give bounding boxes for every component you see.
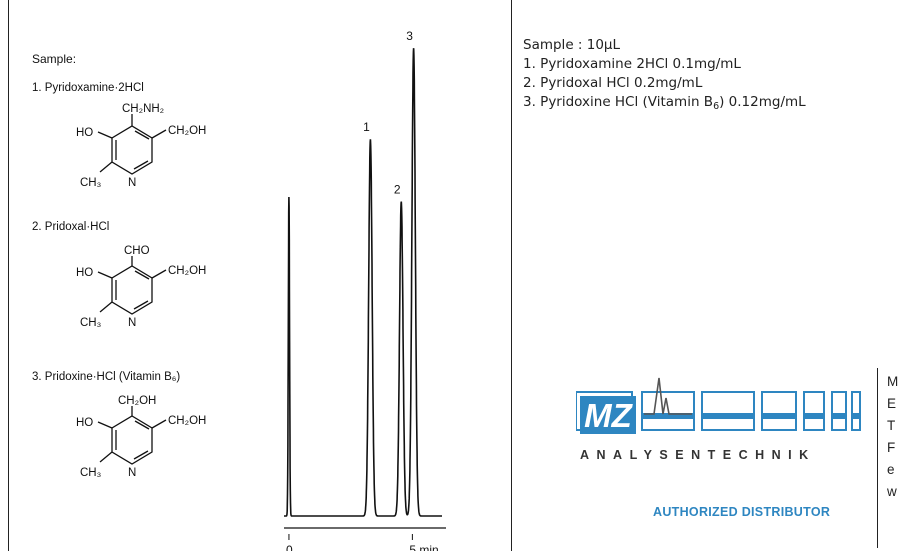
compound-3-label: 3. Pridoxine·HCl (Vitamin B₆) — [32, 371, 181, 383]
n-text: N — [128, 177, 136, 189]
substituent-text: CHO — [124, 245, 150, 257]
sample-item-1: 1. Pyridoxamine 2HCl 0.1mg/mL — [523, 56, 741, 72]
peak-label-1: 1 — [363, 120, 370, 134]
contact-block: M E T F e w — [887, 371, 898, 503]
sample-description: Sample : 10µL 1. Pyridoxamine 2HCl 0.1mg… — [523, 36, 806, 112]
sample-item-3: 3. Pyridoxine HCl (Vitamin B6) 0.12mg/mL — [523, 94, 806, 112]
pyridoxine-structure: CH₂OH CH₂OH HO CH₃ N — [76, 395, 206, 479]
ch3-text: CH₃ — [80, 317, 102, 329]
peak-label-2: 2 — [394, 183, 401, 197]
ch3-text: CH₃ — [80, 177, 102, 189]
substituent-text: CH₂NH₂ — [122, 103, 164, 115]
logo-subtitle: ANALYSENTECHNIK — [580, 448, 816, 462]
x-tick-label-1: 5 min. — [409, 543, 442, 551]
contact-line: M — [887, 374, 899, 389]
chromatogram-trace — [284, 48, 442, 517]
mz-logo: MZ — [576, 377, 861, 434]
ho-text: HO — [76, 417, 93, 429]
sample-item-2: 2. Pyridoxal HCl 0.2mg/mL — [523, 75, 703, 91]
left-divider — [8, 0, 9, 551]
peak-label-3: 3 — [406, 29, 413, 43]
contact-divider — [877, 368, 878, 548]
contact-line: e — [887, 462, 895, 477]
ho-text: HO — [76, 267, 93, 279]
compound-1-label: 1. Pyridoxamine·2HCl — [32, 82, 144, 94]
ch3-text: CH₃ — [80, 467, 102, 479]
n-text: N — [128, 317, 136, 329]
pyridoxal-structure: CHO CH₂OH HO CH₃ N — [76, 245, 206, 329]
contact-line: w — [887, 484, 897, 499]
ch2oh-text: CH₂OH — [168, 415, 206, 427]
center-divider — [511, 0, 512, 551]
ho-text: HO — [76, 127, 93, 139]
compound-2-label: 2. Pridoxal·HCl — [32, 221, 110, 233]
pyridoxamine-structure: CH₂NH₂ CH₂OH HO CH₃ N — [76, 103, 206, 189]
sample-volume: Sample : 10µL — [523, 37, 621, 53]
n-text: N — [128, 467, 136, 479]
ch2oh-text: CH₂OH — [168, 265, 206, 277]
ch2oh-text: CH₂OH — [168, 125, 206, 137]
logo-brand: MZ — [584, 397, 633, 434]
chromatogram: 1 2 3 0 5 min. — [284, 29, 446, 551]
contact-line: T — [887, 418, 896, 433]
sample-heading: Sample: — [32, 52, 77, 66]
contact-line: E — [887, 396, 897, 411]
contact-line: F — [887, 440, 896, 455]
x-tick-label-0: 0 — [286, 543, 293, 551]
authorized-distributor: AUTHORIZED DISTRIBUTOR — [653, 505, 831, 519]
substituent-text: CH₂OH — [118, 395, 156, 407]
